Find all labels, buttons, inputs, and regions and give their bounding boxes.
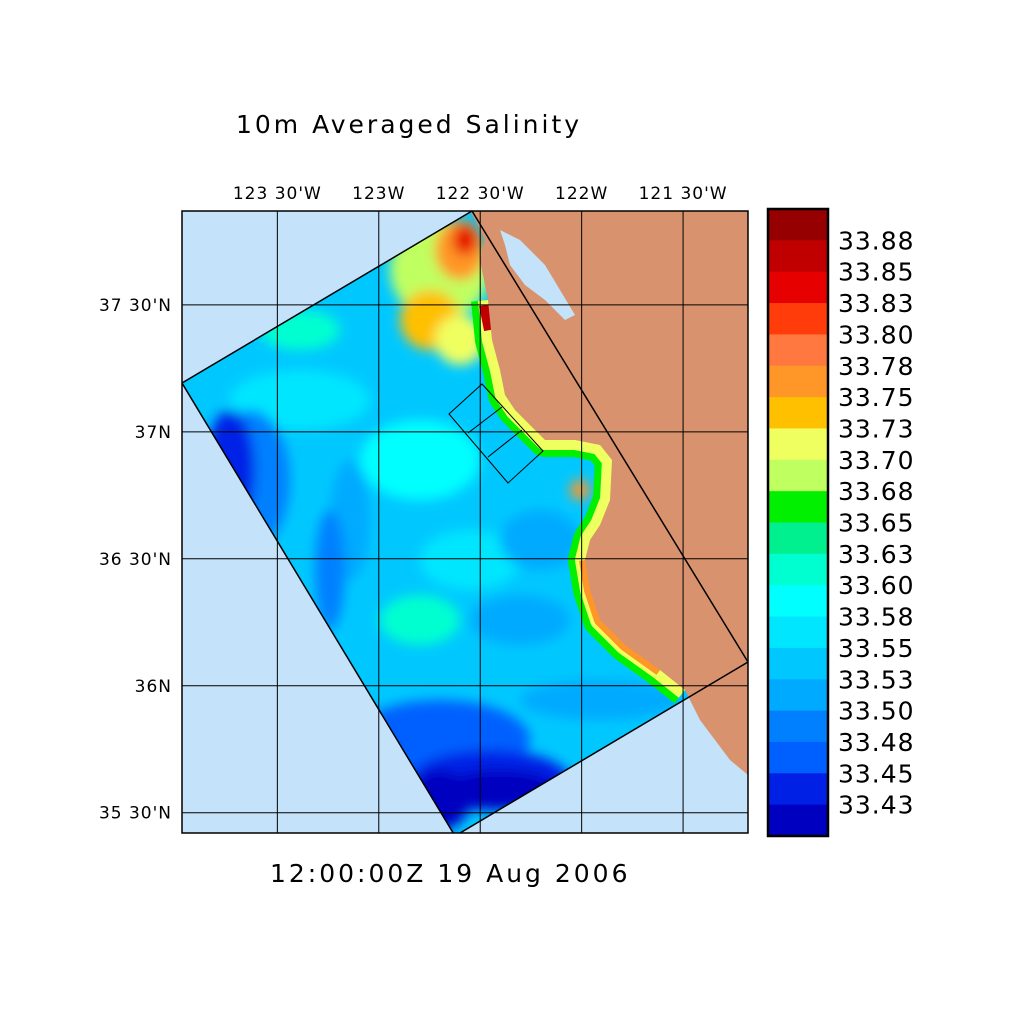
- colorbar-frame: [766, 207, 830, 838]
- subdomain-outline: [448, 383, 544, 484]
- colorbar-band: [768, 679, 828, 712]
- colorbar-level-label: 33.73: [838, 414, 915, 443]
- colorbar-band: [768, 710, 828, 743]
- map-area: [182, 211, 748, 833]
- time-label: 12:00:00Z 19 Aug 2006: [270, 859, 631, 888]
- lat-tick-label: 37N: [135, 423, 172, 443]
- bay: [500, 230, 575, 320]
- colorbar-band: [768, 522, 828, 555]
- lon-tick-label: 122W: [555, 184, 608, 204]
- colorbar-level-label: 33.65: [838, 509, 915, 538]
- colorbar-level-label: 33.80: [838, 320, 915, 349]
- colorbar-band: [768, 209, 828, 241]
- lon-tick-label: 121 30'W: [639, 184, 728, 204]
- colorbar-level-label: 33.58: [838, 603, 915, 632]
- axis-labels: 123 30'W 123W 122 30'W 122W 121 30'W 37 30'N 3…: [99, 184, 728, 824]
- colorbar-band: [768, 741, 828, 774]
- colorbar-band: [768, 271, 828, 304]
- colorbar-level-label: 33.63: [838, 540, 915, 569]
- colorbar-band: [768, 616, 828, 649]
- colorbar-level-label: 33.48: [838, 728, 915, 757]
- lat-tick-label: 36 30'N: [99, 550, 172, 570]
- lon-tick-label: 122 30'W: [436, 184, 525, 204]
- colorbar-band: [768, 585, 828, 618]
- colorbar-level-label: 33.55: [838, 634, 915, 663]
- colorbar-level-label: 33.78: [838, 352, 915, 381]
- lon-tick-label: 123 30'W: [233, 184, 322, 204]
- colorbar-band: [768, 459, 828, 492]
- colorbar-level-label: 33.83: [838, 289, 915, 318]
- colorbar-level-label: 33.53: [838, 665, 915, 694]
- colorbar-band: [768, 428, 828, 461]
- lat-tick-label: 35 30'N: [99, 804, 172, 824]
- colorbar-band: [768, 491, 828, 523]
- colorbar-band: [768, 773, 828, 806]
- lat-tick-label: 37 30'N: [99, 296, 172, 316]
- lon-tick-label: 123W: [352, 184, 405, 204]
- colorbar-level-label: 33.43: [838, 791, 915, 820]
- colorbar-level-label: 33.85: [838, 258, 915, 287]
- colorbar-level-label: 33.88: [838, 226, 915, 255]
- colorbar-band: [768, 240, 828, 273]
- colorbar-band: [768, 553, 828, 586]
- lat-tick-label: 36N: [135, 677, 172, 697]
- colorbar-band: [768, 804, 828, 837]
- plot-title: 10m Averaged Salinity: [236, 110, 582, 139]
- colorbar-band: [768, 365, 828, 398]
- colorbar-band: [768, 397, 828, 429]
- colorbar-band: [768, 647, 828, 680]
- colorbar-level-label: 33.50: [838, 697, 915, 726]
- colorbar-level-label: 33.60: [838, 571, 915, 600]
- colorbar-band: [768, 334, 828, 367]
- model-domain-outline: [182, 211, 748, 833]
- grid-lines: [182, 211, 748, 833]
- colorbar-level-label: 33.68: [838, 477, 915, 506]
- colorbar-level-label: 33.45: [838, 759, 915, 788]
- map-frame: [181, 210, 749, 834]
- colorbar-level-label: 33.70: [838, 446, 915, 475]
- colorbar-level-label: 33.75: [838, 383, 915, 412]
- land: [470, 211, 748, 775]
- colorbar-band: [768, 303, 828, 335]
